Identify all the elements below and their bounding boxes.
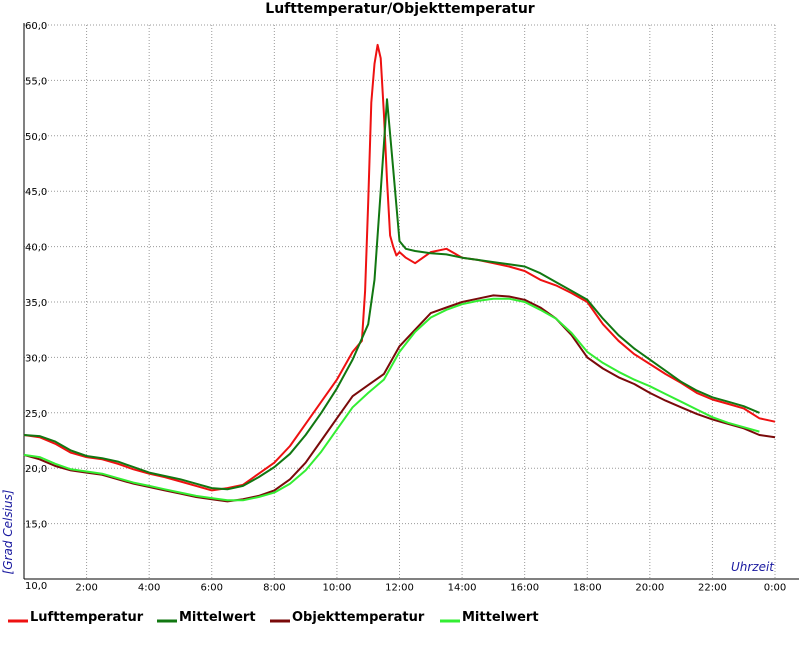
legend-entry-1: Lufttemperatur [8,610,144,625]
tick-labels: 2:00 4:00 6:00 8:00 10:00 12:00 14:00 16:00 18:0… [25,21,786,593]
legend-entry-4: Mittelwert [440,610,539,625]
x-tick-label: 20:00 [635,582,664,593]
x-tick-label: 18:00 [573,582,602,593]
y-axis-label: [Grad Celsius] [1,489,15,574]
axes [23,23,799,580]
legend-label: Objekttemperatur [292,610,425,625]
y-tick-label: 25,0 [25,409,47,420]
y-tick-label: 50,0 [25,132,47,143]
legend-entry-2: Mittelwert [157,610,256,625]
grid [24,24,776,579]
series-line-3 [23,294,776,503]
x-axis-label: Uhrzeit [731,560,775,574]
y-tick-label: 20,0 [25,464,47,475]
x-tick-label: 22:00 [698,582,727,593]
series-line-2 [23,98,760,491]
x-tick-label: 6:00 [201,582,223,593]
legend-entry-3: Objekttemperatur [270,610,425,625]
series-line-4 [23,297,760,502]
legend-label: Lufttemperatur [30,610,144,625]
x-tick-label: 12:00 [385,582,414,593]
y-tick-label: 35,0 [25,298,47,309]
y-tick-label: 60,0 [25,21,47,32]
legend: Lufttemperatur Mittelwert Objekttemperatur… [8,610,539,625]
y-tick-label: 30,0 [25,353,47,364]
x-tick-label: 10:00 [323,582,352,593]
x-tick-label: 4:00 [138,582,160,593]
chart-title: Lufttemperatur/Objekttemperatur [265,1,535,17]
y-tick-label: 45,0 [25,187,47,198]
series-line-1 [23,43,776,492]
y-tick-label: 40,0 [25,243,47,254]
series-layer [23,43,776,503]
y-tick-label: 55,0 [25,76,47,87]
legend-label: Mittelwert [462,610,539,625]
y-tick-label: 10,0 [25,581,47,592]
x-tick-label: 14:00 [448,582,477,593]
y-tick-label: 15,0 [25,520,47,531]
x-tick-label: 16:00 [510,582,539,593]
x-tick-label: 8:00 [263,582,285,593]
legend-label: Mittelwert [179,610,256,625]
x-tick-label: 0:00 [764,582,786,593]
x-tick-label: 2:00 [75,582,97,593]
